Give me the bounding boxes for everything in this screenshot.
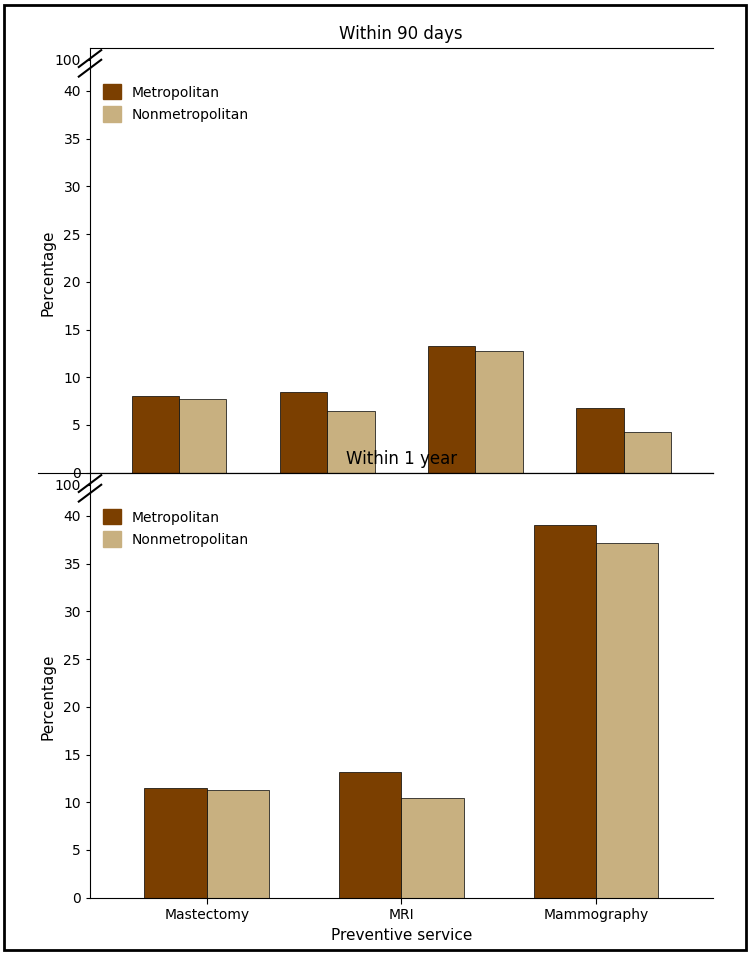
- Bar: [596, 542, 658, 898]
- Bar: [327, 411, 374, 473]
- X-axis label: Preventive service: Preventive service: [331, 927, 472, 943]
- Legend: Metropolitan, Nonmetropolitan: Metropolitan, Nonmetropolitan: [97, 78, 254, 127]
- Bar: [401, 798, 464, 898]
- Bar: [339, 772, 401, 898]
- X-axis label: Preventive service: Preventive service: [331, 519, 472, 534]
- Bar: [179, 399, 226, 473]
- Bar: [623, 432, 671, 473]
- Bar: [576, 408, 623, 473]
- Bar: [207, 790, 269, 898]
- Title: Within 90 days: Within 90 days: [340, 26, 463, 43]
- Bar: [476, 351, 523, 473]
- Y-axis label: Percentage: Percentage: [40, 654, 55, 740]
- Legend: Metropolitan, Nonmetropolitan: Metropolitan, Nonmetropolitan: [97, 503, 254, 552]
- Title: Within 1 year: Within 1 year: [346, 451, 457, 468]
- Bar: [280, 392, 327, 473]
- Bar: [428, 346, 476, 473]
- Bar: [533, 525, 596, 898]
- Bar: [131, 396, 179, 473]
- Y-axis label: Percentage: Percentage: [40, 229, 55, 315]
- Bar: [145, 788, 207, 898]
